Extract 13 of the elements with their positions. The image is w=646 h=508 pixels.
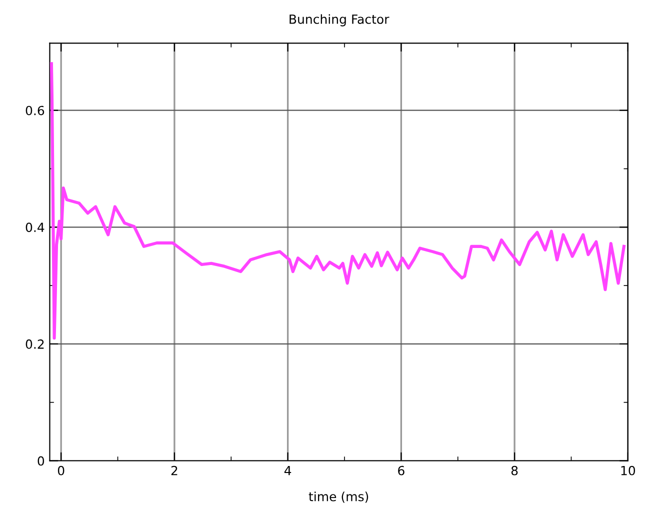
y-tick-label: 0.4 (26, 222, 44, 232)
y-tick-label: 0.2 (26, 339, 44, 349)
x-tick-label: 8 (511, 466, 518, 476)
x-tick-label: 10 (621, 466, 636, 476)
x-axis-title: time (ms) (308, 492, 368, 503)
x-tick-label: 0 (58, 466, 64, 476)
x-tick-label: 4 (284, 466, 292, 476)
line-series (50, 62, 626, 340)
chart-title: Bunching Factor (290, 14, 390, 26)
x-tick-label: 2 (171, 466, 178, 476)
y-tick-label: 0.6 (26, 106, 44, 116)
y-tick-label: 0 (38, 456, 44, 466)
x-tick-label: 6 (398, 466, 404, 476)
